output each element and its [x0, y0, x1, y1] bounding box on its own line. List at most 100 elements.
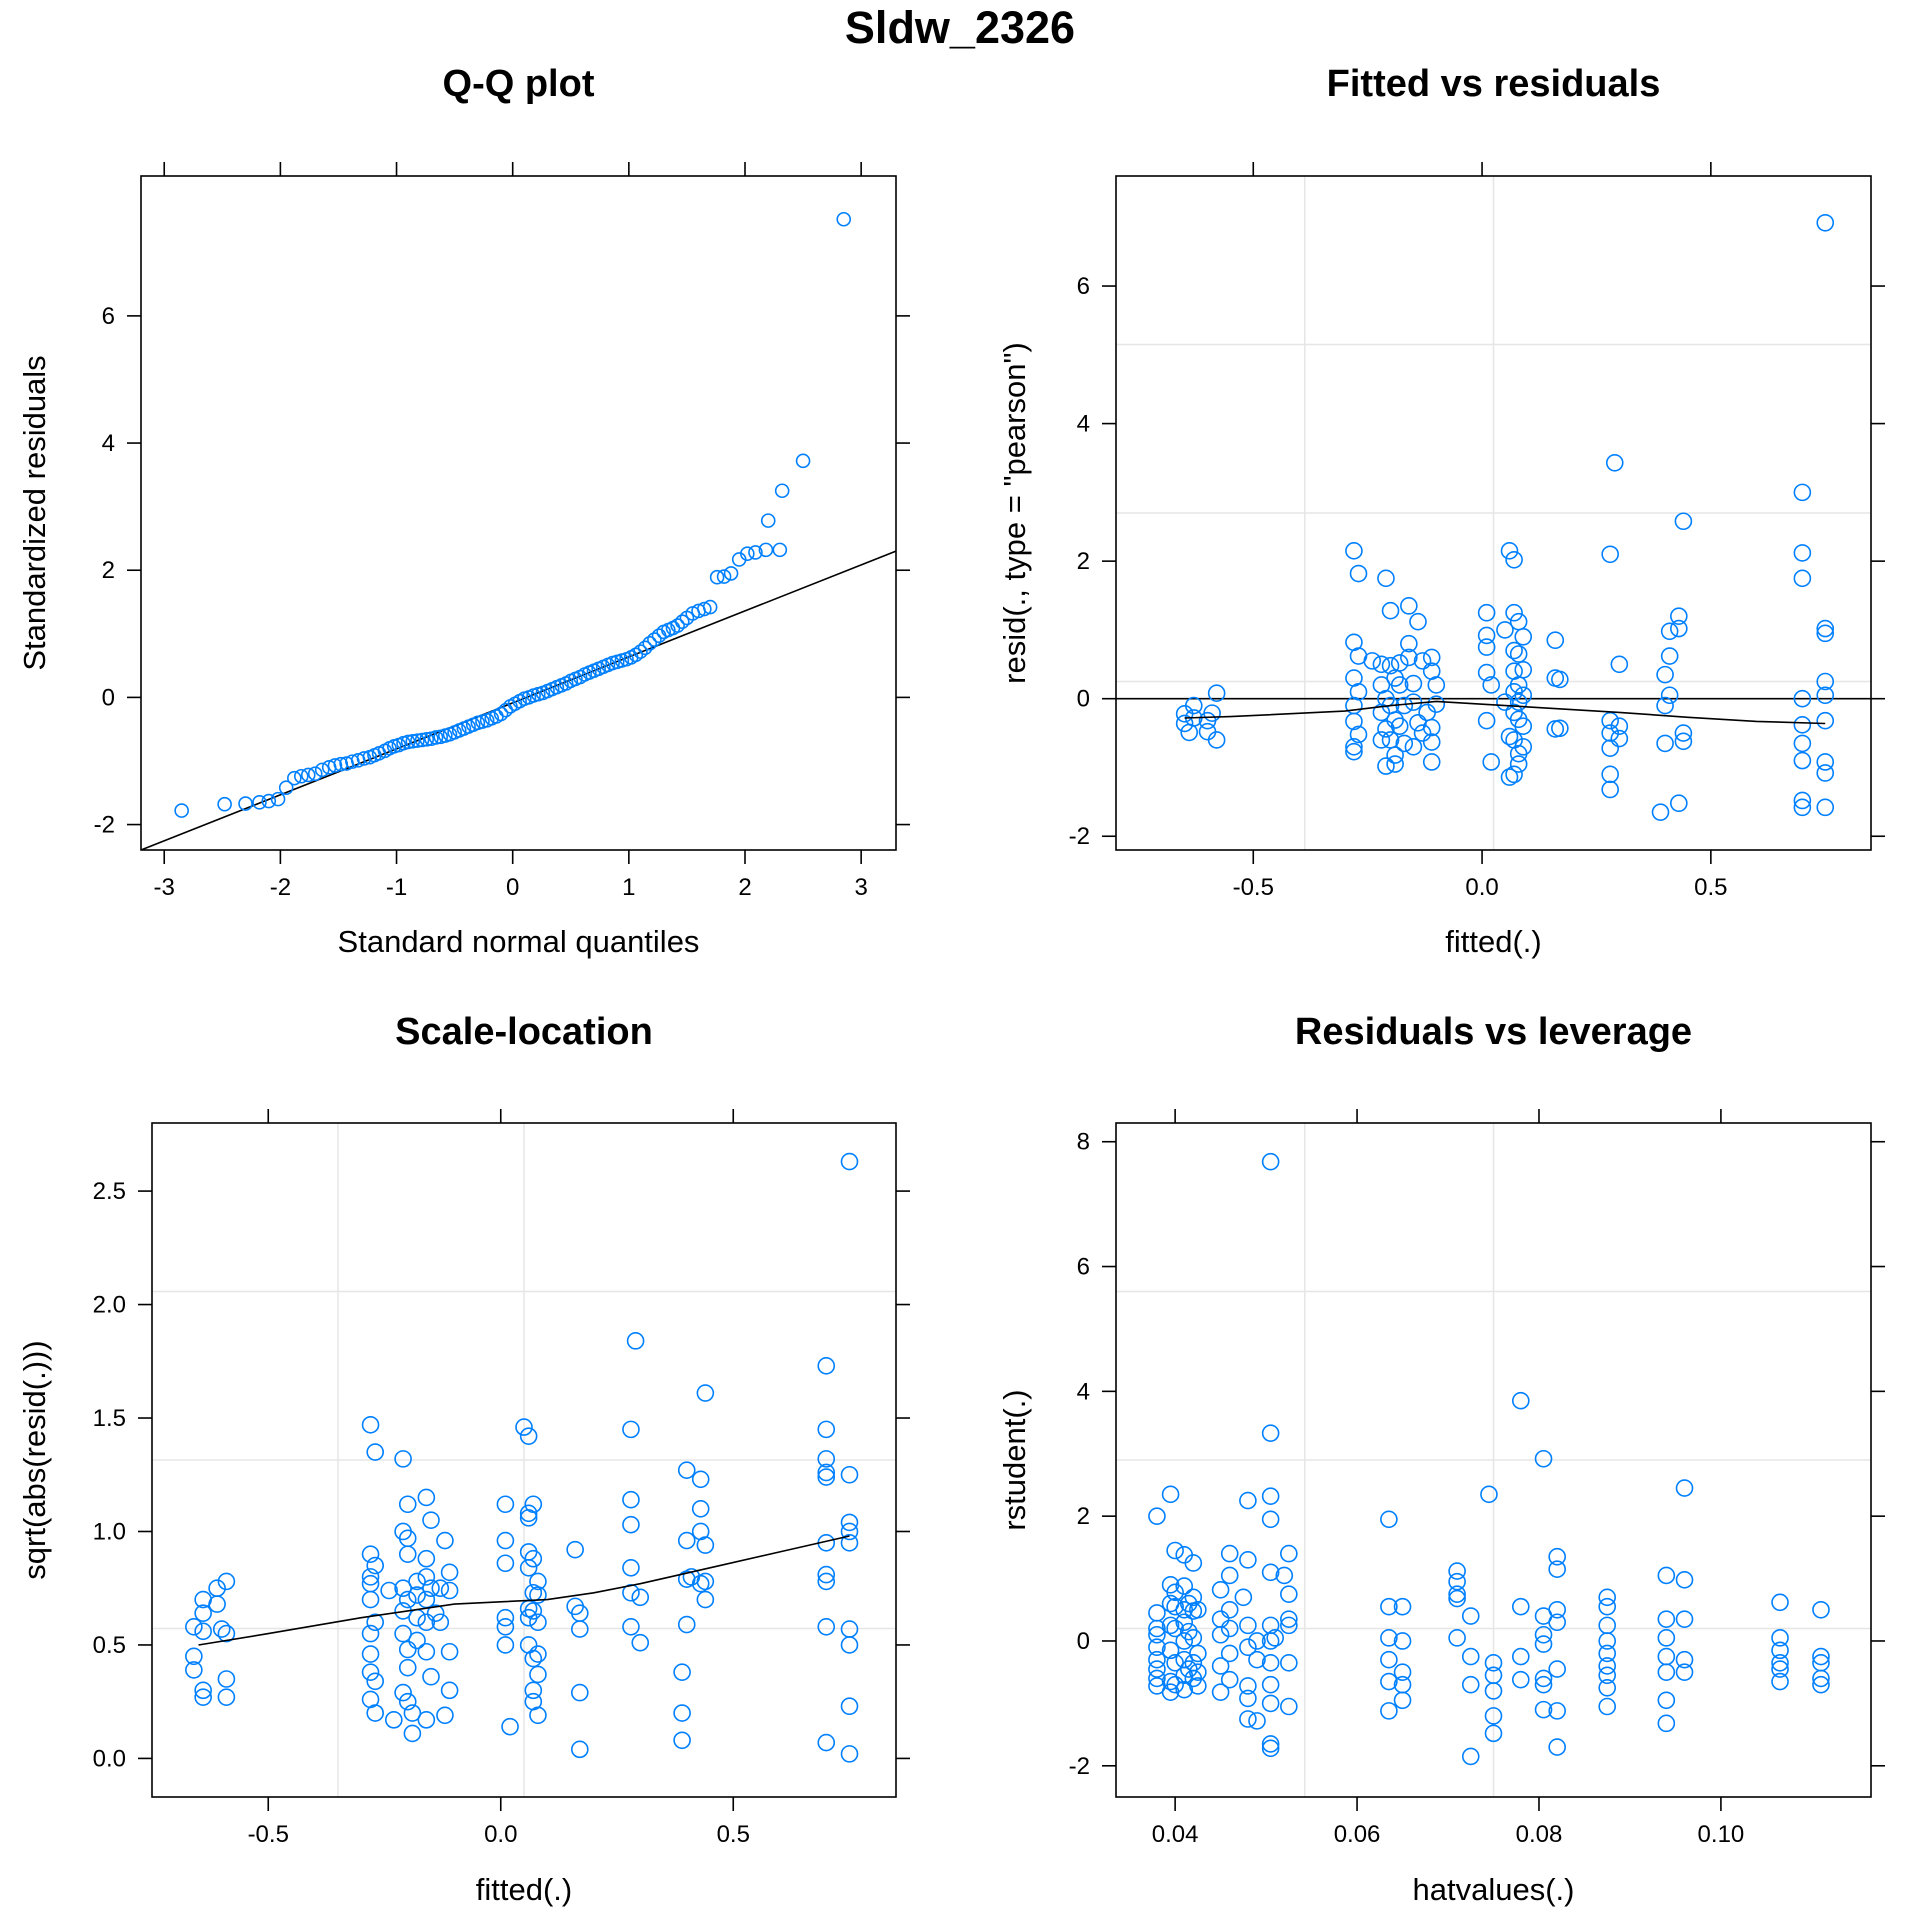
- data-point: [1220, 1644, 1239, 1663]
- data-point: [1148, 1604, 1166, 1622]
- data-point: [400, 734, 416, 750]
- data-point: [417, 1642, 436, 1661]
- data-point: [1275, 1566, 1294, 1585]
- x-axis-label: fitted(.): [476, 1872, 572, 1907]
- smooth-line: [198, 1535, 850, 1646]
- panel-2: -0.5 0.0 0.5 -2 0 2 4 6 Fitted vs residuals fitte…: [997, 63, 1885, 959]
- data-point: [194, 1681, 212, 1700]
- data-point: [394, 1450, 412, 1468]
- data-point: [1220, 1566, 1239, 1585]
- y-axis-label: Standardized residuals: [17, 355, 52, 670]
- data-point: [1418, 703, 1436, 722]
- data-point: [1380, 1702, 1398, 1720]
- data-point: [212, 1620, 231, 1638]
- data-point: [185, 1617, 203, 1636]
- y-tick-label: -2: [94, 812, 115, 839]
- data-point: [496, 1531, 515, 1550]
- data-point: [1477, 626, 1496, 645]
- data-point: [716, 569, 732, 584]
- data-point: [774, 483, 790, 499]
- data-point: [1534, 1669, 1553, 1688]
- data-point: [519, 1558, 538, 1577]
- data-point: [252, 795, 267, 810]
- data-point: [1184, 1629, 1203, 1647]
- data-point: [524, 1649, 543, 1668]
- data-point: [673, 1731, 691, 1750]
- data-point: [1601, 711, 1619, 730]
- data-point: [361, 1590, 380, 1609]
- panel-frame: [1115, 1122, 1872, 1798]
- data-point: [278, 780, 294, 795]
- data-point: [1484, 1724, 1503, 1743]
- data-point: [1505, 603, 1523, 622]
- data-point: [1670, 619, 1688, 638]
- data-point: [398, 1692, 417, 1711]
- x-tick-label: 0.10: [1698, 1821, 1745, 1848]
- data-point: [1280, 1610, 1298, 1628]
- data-point: [1393, 1597, 1412, 1616]
- data-point: [1534, 1675, 1553, 1694]
- data-point: [1148, 1619, 1166, 1638]
- data-point: [1175, 1680, 1194, 1699]
- data-point: [817, 1617, 836, 1636]
- data-point: [1816, 686, 1835, 705]
- data-point: [1674, 512, 1693, 531]
- data-point: [208, 1595, 226, 1613]
- y-tick-label: 6: [1077, 1254, 1090, 1281]
- data-point: [1220, 1600, 1239, 1619]
- data-point: [440, 1642, 459, 1661]
- data-point: [1657, 1610, 1676, 1628]
- panel-1: -3 -2 -1 0 1 2 3 -2 0 2 4 6 Q-Q plot Standard normal …: [17, 63, 910, 959]
- panel-content: [185, 1152, 859, 1763]
- data-point: [696, 1384, 715, 1402]
- data-point: [1280, 1616, 1298, 1635]
- x-tick-label: -0.5: [248, 1821, 289, 1848]
- data-point: [1496, 693, 1514, 711]
- x-tick-label: 0.06: [1334, 1821, 1381, 1848]
- data-point: [1551, 670, 1569, 689]
- data-point: [1793, 751, 1812, 770]
- data-point: [1771, 1672, 1789, 1691]
- data-point: [496, 1617, 515, 1636]
- data-point: [1345, 742, 1363, 761]
- data-point: [631, 1633, 650, 1652]
- data-point: [1386, 746, 1404, 764]
- data-point: [1189, 1600, 1207, 1619]
- data-point: [1656, 734, 1674, 753]
- data-point: [1657, 1714, 1676, 1733]
- data-point: [840, 1697, 859, 1716]
- data-point: [194, 1604, 212, 1622]
- data-point: [673, 1704, 691, 1722]
- data-point: [1674, 724, 1693, 742]
- data-point: [748, 545, 763, 560]
- data-point: [1771, 1629, 1789, 1647]
- data-point: [1500, 727, 1519, 746]
- data-point: [403, 1704, 422, 1722]
- data-point: [566, 1540, 584, 1559]
- data-point: [356, 751, 372, 766]
- data-point: [217, 1572, 236, 1591]
- data-point: [1184, 1554, 1203, 1572]
- y-tick-label: 2.0: [93, 1292, 126, 1319]
- data-point: [840, 1636, 859, 1654]
- data-point: [1598, 1666, 1617, 1685]
- data-point: [1175, 1577, 1194, 1595]
- x-tick-label: 0: [506, 874, 519, 901]
- data-point: [1601, 739, 1619, 758]
- y-tick-label: 4: [1077, 411, 1090, 438]
- data-point: [440, 1681, 459, 1700]
- data-point: [417, 1568, 436, 1586]
- data-point: [1413, 652, 1432, 670]
- data-point: [405, 733, 421, 749]
- panel-title: Q-Q plot: [443, 63, 595, 105]
- data-point: [524, 1549, 543, 1568]
- data-point: [361, 1545, 380, 1563]
- data-point: [723, 566, 739, 581]
- data-point: [1179, 1622, 1198, 1641]
- smooth-line: [1184, 700, 1826, 725]
- data-point: [817, 1468, 836, 1486]
- data-point: [691, 1470, 710, 1489]
- data-point: [1771, 1660, 1789, 1678]
- data-point: [314, 762, 330, 778]
- data-point: [529, 1613, 547, 1632]
